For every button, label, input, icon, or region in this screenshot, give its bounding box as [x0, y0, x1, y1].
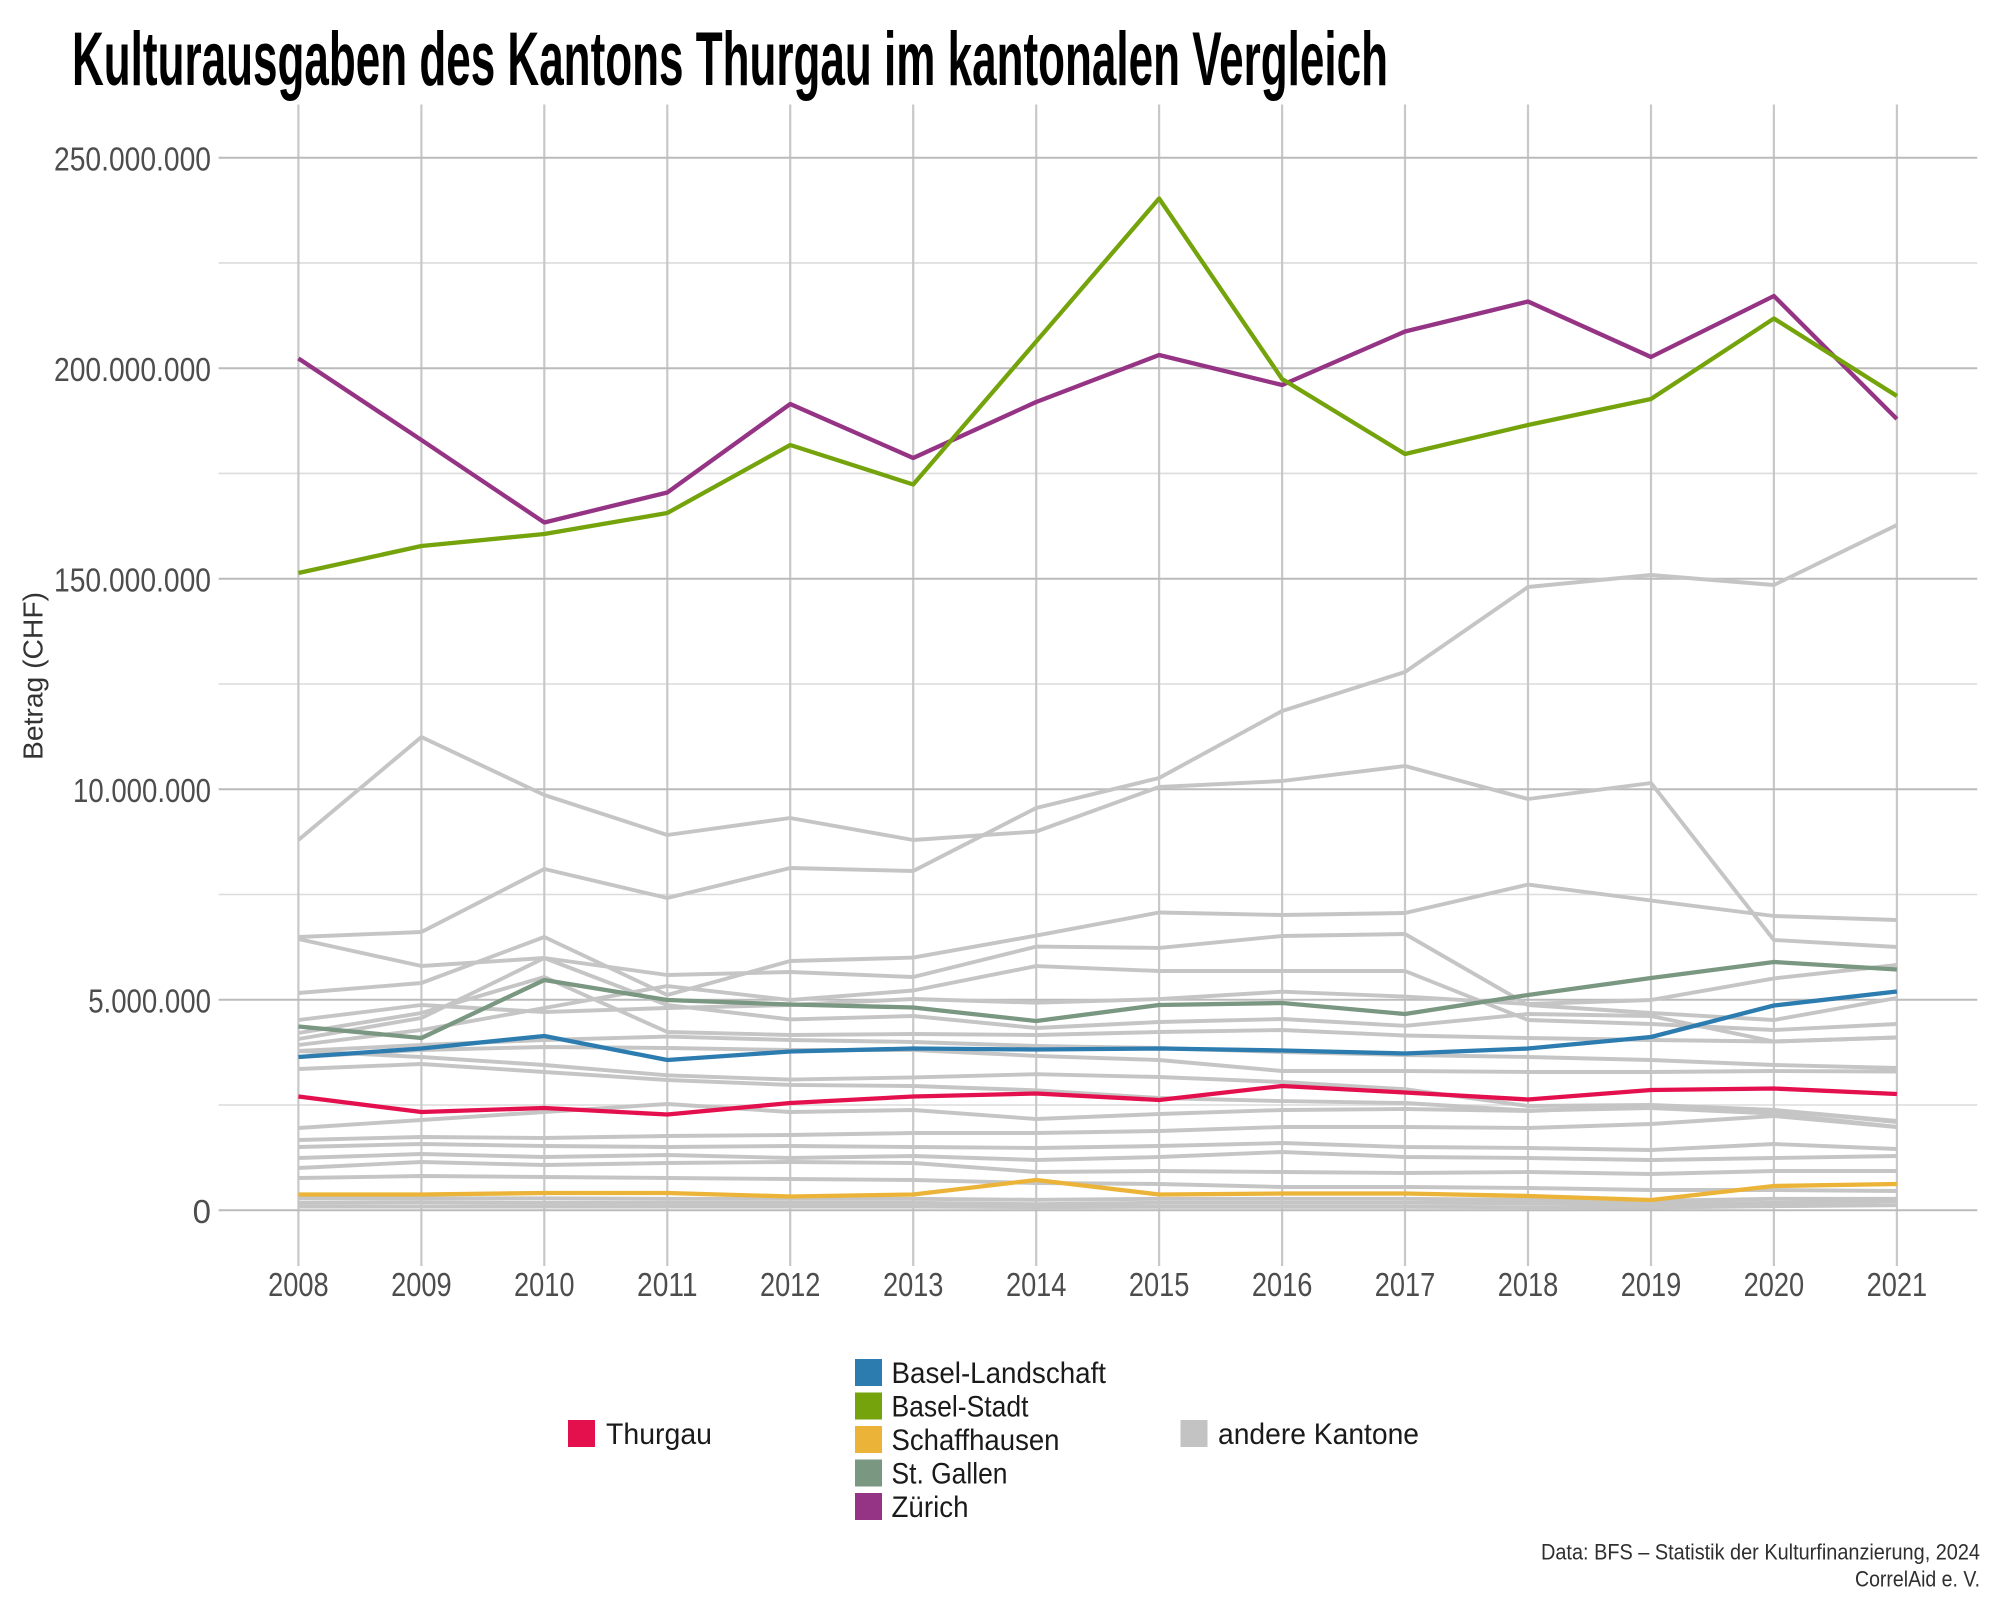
svg-text:200.000.000: 200.000.000 [54, 351, 211, 388]
svg-text:2015: 2015 [1129, 1266, 1190, 1303]
svg-text:2012: 2012 [760, 1266, 821, 1303]
svg-text:2019: 2019 [1621, 1266, 1682, 1303]
svg-text:2011: 2011 [637, 1266, 698, 1303]
svg-text:250.000.000: 250.000.000 [54, 141, 211, 178]
svg-text:2009: 2009 [391, 1266, 452, 1303]
svg-text:CorrelAid e. V.: CorrelAid e. V. [1855, 1567, 1980, 1592]
svg-text:Kulturausgaben des Kantons Thu: Kulturausgaben des Kantons Thurgau im ka… [72, 17, 1388, 102]
svg-text:andere Kantone: andere Kantone [1218, 1418, 1419, 1451]
svg-text:150.000.000: 150.000.000 [54, 562, 211, 599]
svg-text:2017: 2017 [1375, 1266, 1436, 1303]
svg-text:2020: 2020 [1744, 1266, 1805, 1303]
svg-text:2013: 2013 [883, 1266, 944, 1303]
svg-text:Zürich: Zürich [892, 1491, 969, 1524]
svg-text:Betrag (CHF): Betrag (CHF) [18, 592, 49, 760]
svg-text:5.000.000: 5.000.000 [88, 983, 211, 1020]
svg-text:Data: BFS – Statistik der Kult: Data: BFS – Statistik der Kulturfinanzie… [1541, 1540, 1980, 1565]
svg-text:Basel-Landschaft: Basel-Landschaft [892, 1357, 1107, 1390]
svg-text:0: 0 [193, 1193, 211, 1230]
svg-text:2021: 2021 [1867, 1266, 1928, 1303]
svg-text:2014: 2014 [1006, 1266, 1067, 1303]
svg-text:Thurgau: Thurgau [606, 1418, 712, 1451]
svg-text:St. Gallen: St. Gallen [892, 1458, 1008, 1491]
svg-text:Basel-Stadt: Basel-Stadt [892, 1391, 1029, 1424]
svg-text:2010: 2010 [514, 1266, 575, 1303]
svg-text:2018: 2018 [1498, 1266, 1559, 1303]
svg-text:10.000.000: 10.000.000 [73, 772, 211, 809]
svg-text:2016: 2016 [1252, 1266, 1313, 1303]
svg-text:Schaffhausen: Schaffhausen [892, 1424, 1060, 1457]
svg-text:2008: 2008 [268, 1266, 329, 1303]
